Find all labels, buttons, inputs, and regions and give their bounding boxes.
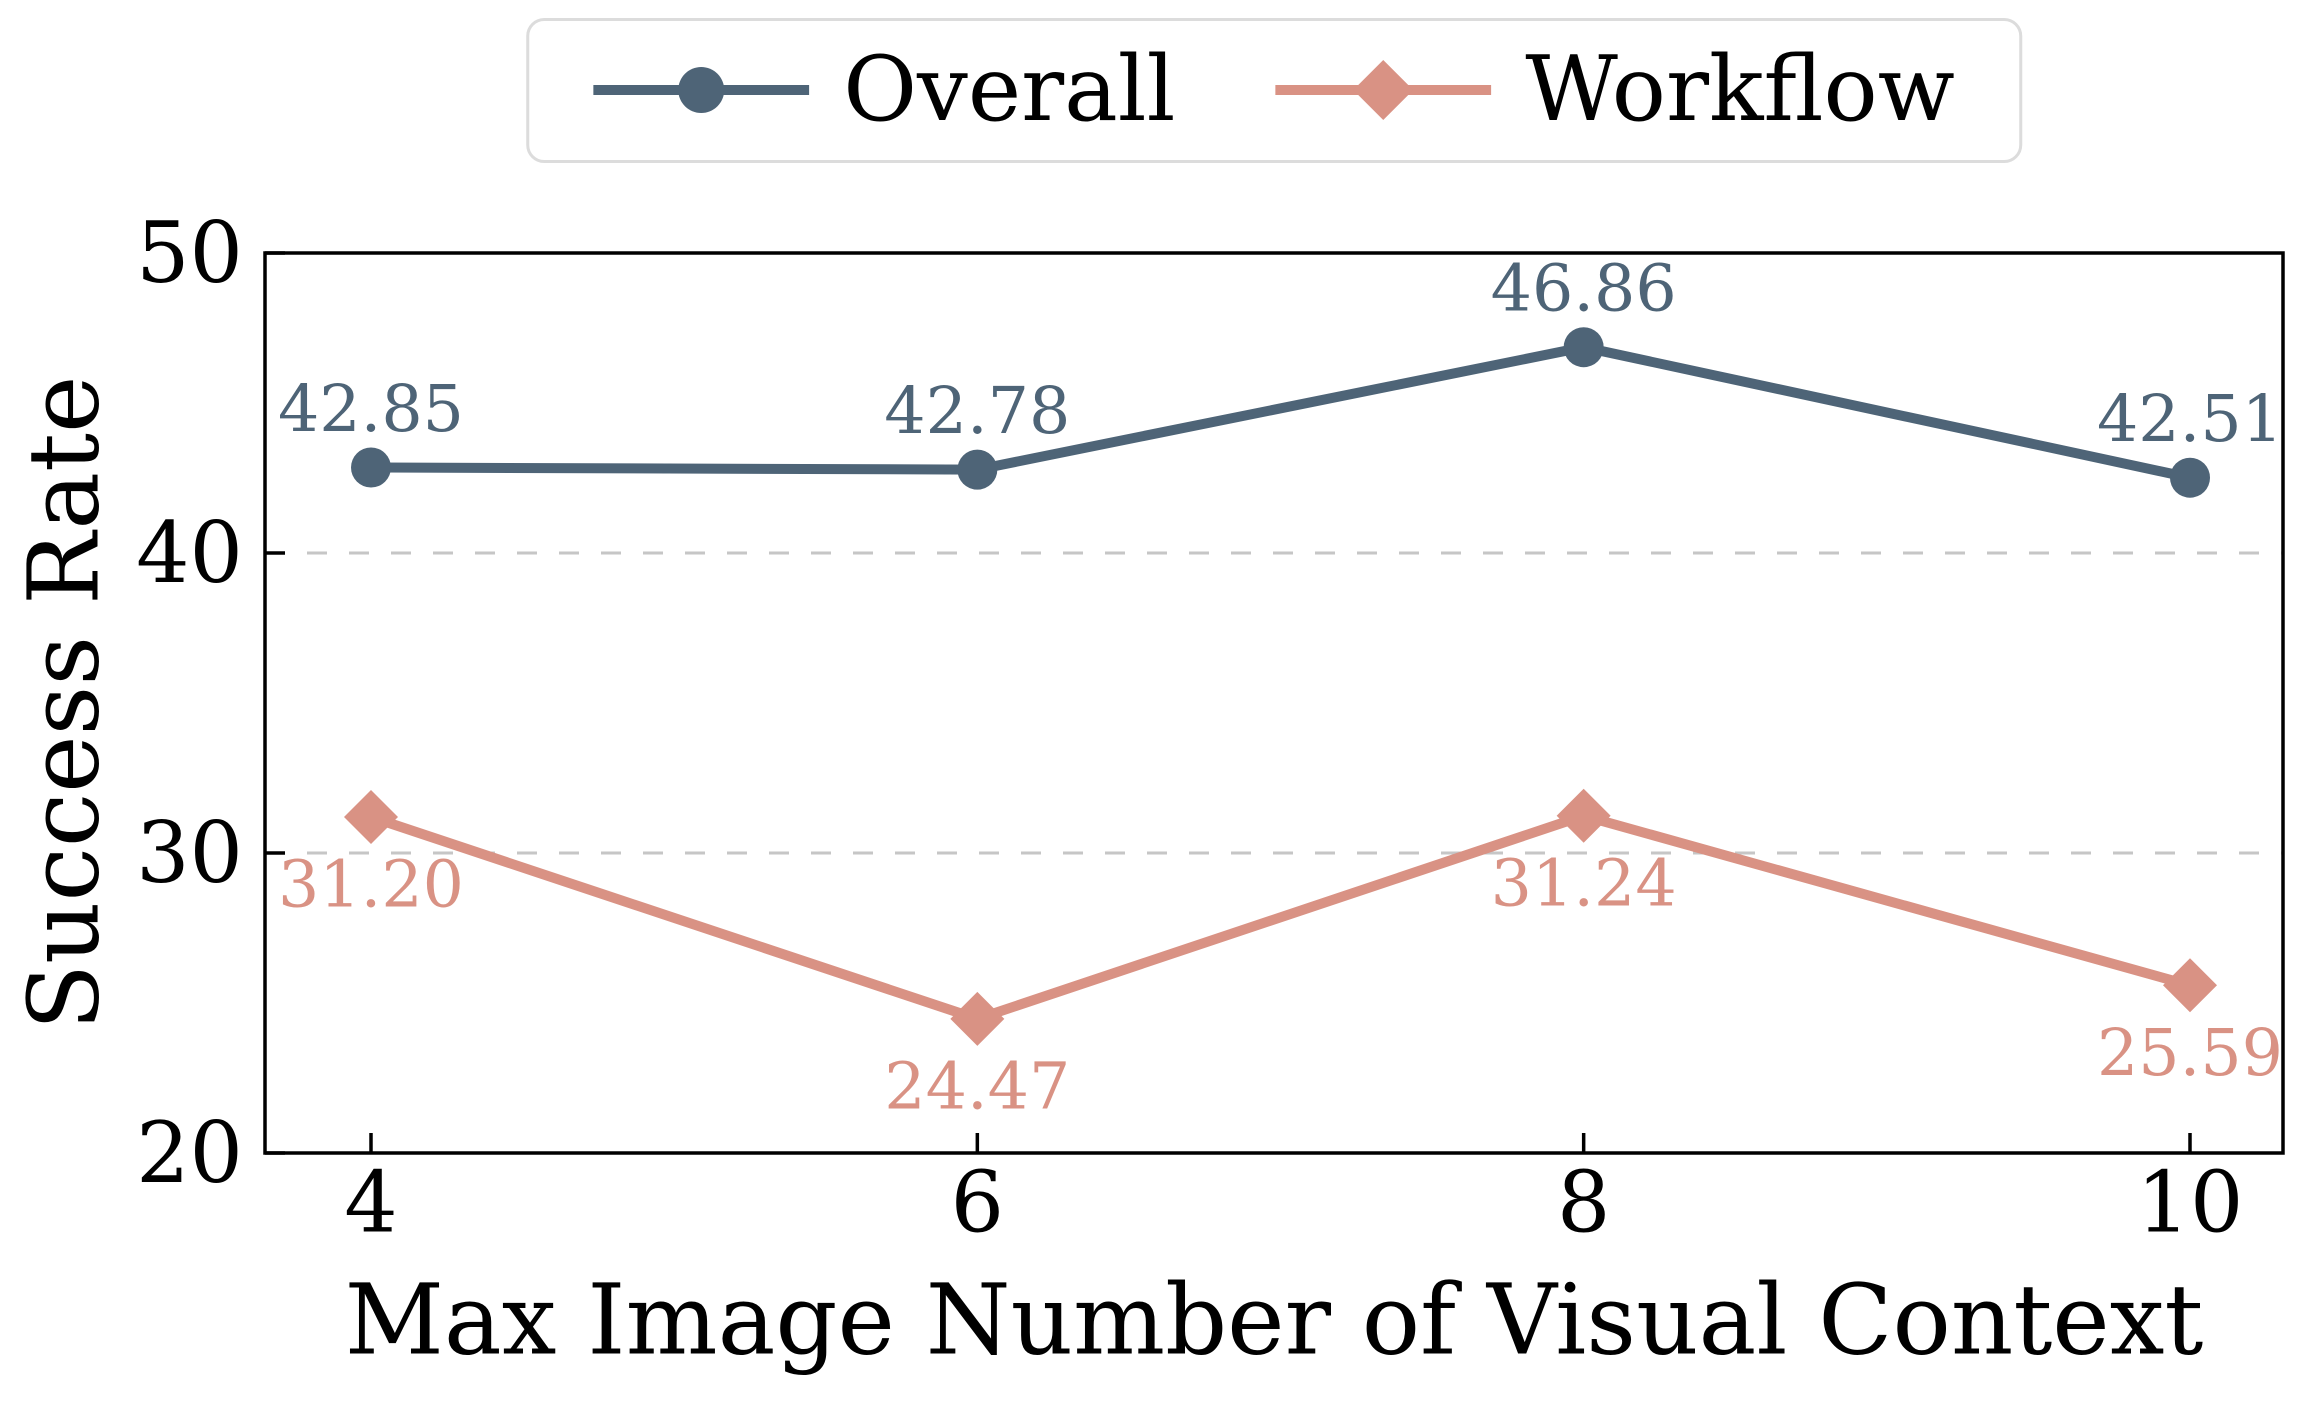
overall-legend-glyph	[593, 67, 810, 114]
y-tick-label: 20	[136, 1104, 243, 1202]
x-tick-label: 10	[2137, 1153, 2244, 1251]
legend-label-workflow: Workflow	[1525, 37, 1955, 142]
x-tick-label: 4	[344, 1153, 397, 1251]
workflow-marker	[1556, 788, 1611, 843]
y-axis-title: Success Rate	[8, 376, 121, 1031]
legend-label-overall: Overall	[843, 37, 1176, 142]
legend-item-overall: Overall	[593, 37, 1176, 142]
overall-data-label: 42.51	[2097, 382, 2283, 457]
workflow-data-label: 24.47	[884, 1049, 1070, 1124]
legend-item-workflow: Workflow	[1275, 37, 1955, 142]
legend: Overall Workflow	[526, 18, 2022, 163]
x-tick-label: 8	[1557, 1153, 1610, 1251]
workflow-data-label: 31.20	[278, 848, 464, 923]
overall-line	[370, 342, 2192, 483]
overall-marker	[957, 449, 998, 490]
workflow-line-sample-icon	[1275, 44, 1492, 136]
y-tick-label: 40	[136, 504, 243, 602]
overall-line-sample-icon	[593, 44, 810, 136]
y-tick-label: 50	[136, 204, 243, 302]
y-tick-label: 30	[136, 804, 243, 902]
workflow-data-label: 25.59	[2097, 1016, 2283, 1091]
workflow-marker	[344, 790, 398, 844]
workflow-legend-glyph	[1275, 60, 1492, 121]
overall-marker	[1563, 327, 1604, 368]
workflow-data-label: 31.24	[1491, 846, 1677, 921]
overall-data-label: 42.85	[278, 372, 464, 447]
overall-marker	[2170, 457, 2210, 498]
x-axis-title: Max Image Number of Visual Context	[345, 1264, 2204, 1377]
plot-border	[263, 251, 2285, 1155]
overall-marker	[351, 447, 391, 488]
overall-data-label: 42.78	[884, 374, 1070, 449]
workflow-marker	[2163, 958, 2217, 1013]
workflow-line	[369, 810, 2192, 1024]
x-tick-label: 6	[951, 1153, 1004, 1251]
overall-data-label: 46.86	[1491, 252, 1677, 327]
workflow-marker	[950, 991, 1005, 1046]
